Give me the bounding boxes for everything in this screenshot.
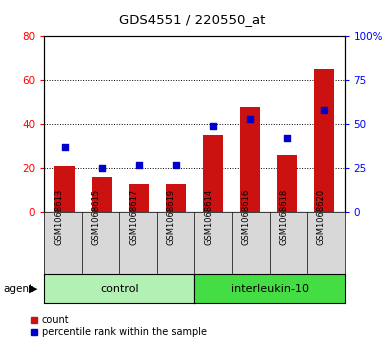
Text: interleukin-10: interleukin-10 [231,284,308,294]
Text: GSM1068618: GSM1068618 [279,189,288,245]
Text: ▶: ▶ [28,284,37,294]
Text: GDS4551 / 220550_at: GDS4551 / 220550_at [119,13,266,26]
Bar [92,177,112,212]
Bar [277,155,297,212]
Text: GSM1068613: GSM1068613 [54,189,63,245]
Bar [314,69,335,212]
Text: GSM1068617: GSM1068617 [129,189,138,245]
Point [247,116,253,122]
Point [210,123,216,129]
Point [136,162,142,168]
Bar [203,135,223,212]
Text: GSM1068614: GSM1068614 [204,189,213,245]
Point [99,166,105,171]
Point [173,162,179,168]
Text: GSM1068616: GSM1068616 [242,189,251,245]
Bar [54,166,75,212]
Text: GSM1068619: GSM1068619 [167,189,176,245]
Point [284,135,290,141]
Text: agent: agent [4,284,34,294]
Bar [240,107,260,212]
Text: GSM1068615: GSM1068615 [92,189,100,245]
Text: GSM1068620: GSM1068620 [317,189,326,245]
Bar [129,184,149,212]
Legend: count, percentile rank within the sample: count, percentile rank within the sample [30,315,207,337]
Text: control: control [100,284,139,294]
Point [321,107,327,113]
Bar [166,184,186,212]
Point [62,144,68,150]
